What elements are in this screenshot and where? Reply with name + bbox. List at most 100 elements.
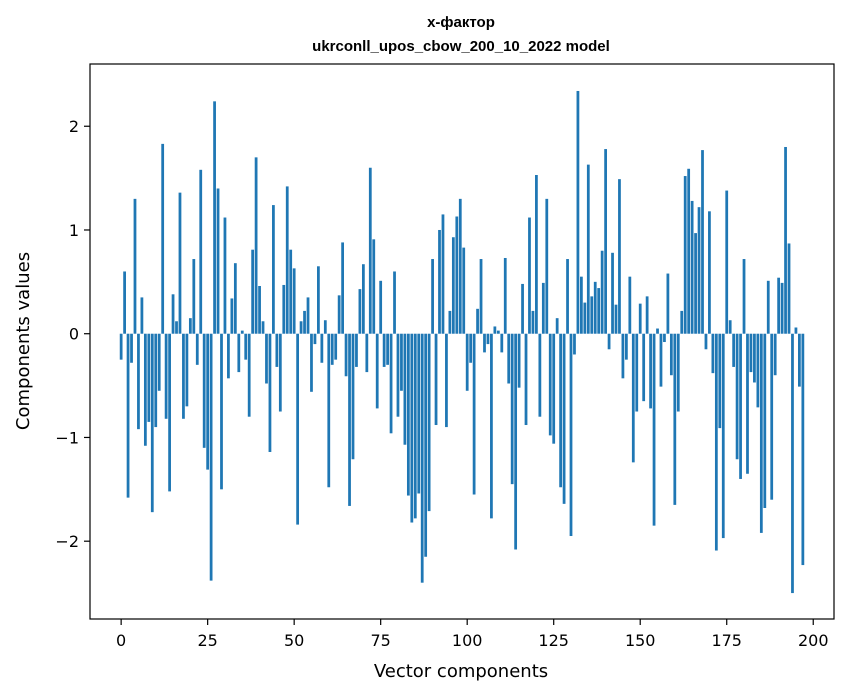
bar-138 — [597, 288, 601, 334]
bar-133 — [580, 276, 583, 334]
bar-111 — [503, 257, 507, 334]
bar-102 — [472, 333, 476, 495]
bar-130 — [569, 333, 573, 537]
bar-20 — [188, 318, 192, 334]
bar-35 — [240, 330, 244, 334]
bar-129 — [566, 259, 569, 334]
bar-173 — [718, 333, 722, 429]
bar-39 — [254, 157, 258, 334]
bar-81 — [400, 333, 403, 391]
bar-144 — [618, 179, 621, 334]
bar-91 — [434, 333, 438, 426]
x-tick-label: 75 — [370, 631, 390, 650]
bar-96 — [451, 237, 455, 334]
bar-150 — [638, 303, 642, 334]
bar-156 — [659, 333, 663, 387]
bar-5 — [137, 333, 140, 430]
bar-36 — [244, 333, 248, 360]
bar-137 — [593, 281, 597, 334]
bar-164 — [687, 168, 691, 334]
bar-167 — [697, 207, 701, 334]
bar-16 — [175, 321, 178, 334]
bar-93 — [441, 214, 445, 334]
bar-66 — [348, 333, 351, 506]
bar-159 — [669, 333, 673, 376]
bar-172 — [714, 333, 718, 551]
bar-158 — [666, 273, 670, 334]
bar-78 — [389, 333, 393, 434]
bar-86 — [417, 333, 421, 494]
bar-12 — [161, 143, 165, 334]
bar-149 — [635, 333, 639, 412]
bar-17 — [178, 192, 182, 334]
bar-170 — [708, 211, 711, 334]
bar-3 — [130, 333, 133, 363]
bar-40 — [258, 286, 261, 334]
bar-83 — [406, 333, 410, 496]
bar-151 — [642, 333, 646, 402]
bar-72 — [368, 167, 372, 334]
bar-110 — [500, 333, 504, 353]
bar-68 — [355, 333, 358, 367]
bar-135 — [586, 164, 590, 334]
bar-162 — [680, 310, 684, 334]
bar-100 — [465, 333, 469, 391]
bar-182 — [749, 333, 753, 373]
bar-141 — [607, 333, 611, 350]
bar-49 — [289, 249, 293, 334]
bar-186 — [763, 333, 767, 508]
bar-193 — [787, 243, 791, 334]
bar-175 — [725, 190, 729, 334]
bar-82 — [403, 333, 407, 445]
bar-185 — [759, 333, 763, 533]
bars-group — [119, 90, 805, 594]
bar-73 — [372, 239, 376, 334]
bar-176 — [728, 320, 732, 334]
bar-41 — [261, 321, 265, 334]
bar-99 — [462, 247, 466, 334]
bar-187 — [766, 280, 770, 334]
bar-197 — [801, 333, 805, 566]
bar-120 — [535, 175, 538, 334]
bar-57 — [317, 266, 320, 334]
bar-171 — [711, 333, 715, 374]
bar-7 — [143, 333, 147, 446]
bar-11 — [157, 333, 161, 391]
bar-43 — [268, 333, 272, 452]
y-tick-label: 0 — [69, 325, 79, 344]
bar-48 — [285, 186, 289, 334]
bar-71 — [365, 333, 369, 373]
bar-163 — [683, 176, 687, 334]
x-tick-label: 100 — [452, 631, 483, 650]
bar-51 — [296, 333, 300, 525]
bar-15 — [171, 294, 175, 334]
bar-80 — [396, 333, 400, 417]
x-tick-label: 50 — [284, 631, 304, 650]
bar-30 — [223, 217, 227, 334]
bar-29 — [220, 333, 223, 490]
bar-101 — [469, 333, 473, 363]
bar-122 — [541, 282, 545, 334]
bar-67 — [351, 333, 355, 460]
bar-4 — [133, 198, 137, 334]
bar-188 — [770, 333, 774, 500]
bar-152 — [645, 296, 649, 334]
bar-118 — [528, 217, 531, 334]
bar-105 — [483, 333, 486, 353]
bar-97 — [455, 216, 459, 334]
bar-103 — [476, 308, 479, 334]
bar-53 — [303, 310, 306, 334]
bar-183 — [753, 333, 756, 383]
y-tick-label: 2 — [69, 117, 79, 136]
bar-22 — [195, 333, 199, 365]
bar-123 — [545, 198, 549, 334]
bar-55 — [310, 333, 313, 392]
bar-192 — [784, 146, 787, 334]
bar-79 — [393, 271, 396, 334]
bar-113 — [510, 333, 514, 485]
bar-180 — [742, 259, 746, 334]
x-axis-label: Vector components — [374, 661, 548, 682]
bar-115 — [517, 333, 521, 388]
bar-125 — [552, 333, 556, 444]
